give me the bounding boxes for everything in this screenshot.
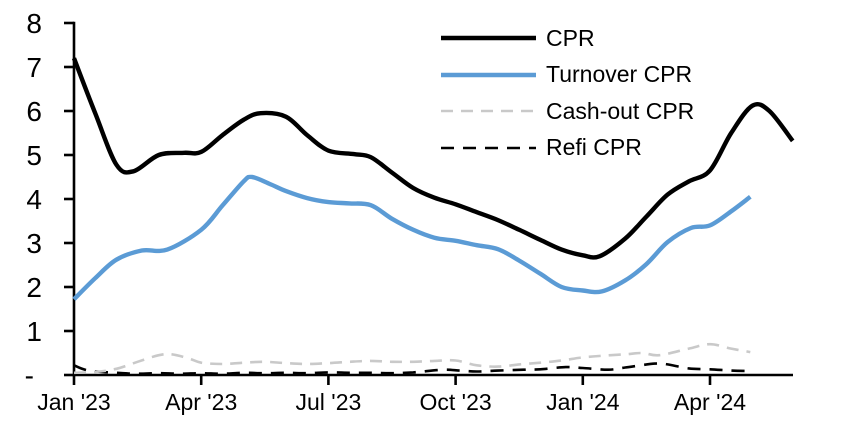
turnover-cpr-line [72, 174, 752, 301]
legend-label-cash-out-cpr: Cash-out CPR [546, 97, 695, 124]
y-tick-label: 2 [26, 272, 42, 303]
refi-cpr-line [73, 362, 751, 376]
legend-label-cpr: CPR [546, 24, 595, 51]
turnover-cpr-legend-line-icon [441, 72, 536, 77]
cpr-legend-line-icon [441, 36, 536, 41]
y-tick-label: 5 [26, 140, 42, 171]
legend-item-refi-cpr: Refi CPR [440, 130, 694, 167]
y-tick-label: - [25, 360, 34, 391]
legend-item-cpr: CPR [440, 20, 694, 57]
refi-cpr-legend-line-icon [441, 146, 536, 150]
x-tick-label: Jan '23 [37, 389, 110, 415]
y-tick-label: 8 [26, 8, 42, 39]
x-tick-label: Jul '23 [296, 389, 362, 415]
x-tick-label: Jan '24 [546, 389, 620, 415]
chart-legend: CPR Turnover CPR Cash-out CPR Refi CPR [440, 20, 694, 166]
cash-out-cpr-line [73, 342, 751, 375]
cpr-line [71, 57, 795, 260]
x-tick-label: Apr '24 [674, 389, 746, 415]
y-tick-label: 3 [26, 228, 42, 259]
y-tick-label: 1 [26, 316, 42, 347]
legend-item-cash-out-cpr: Cash-out CPR [440, 93, 694, 130]
x-tick-label: Apr '23 [165, 389, 237, 415]
legend-item-turnover-cpr: Turnover CPR [440, 57, 694, 94]
cash-out-cpr-legend-line-icon [441, 109, 536, 113]
y-tick-label: 7 [26, 52, 42, 83]
legend-label-turnover-cpr: Turnover CPR [546, 61, 693, 88]
y-tick-label: 4 [26, 184, 42, 215]
y-tick-label: 6 [26, 96, 42, 127]
legend-label-refi-cpr: Refi CPR [546, 134, 642, 161]
x-tick-label: Oct '23 [420, 389, 492, 415]
